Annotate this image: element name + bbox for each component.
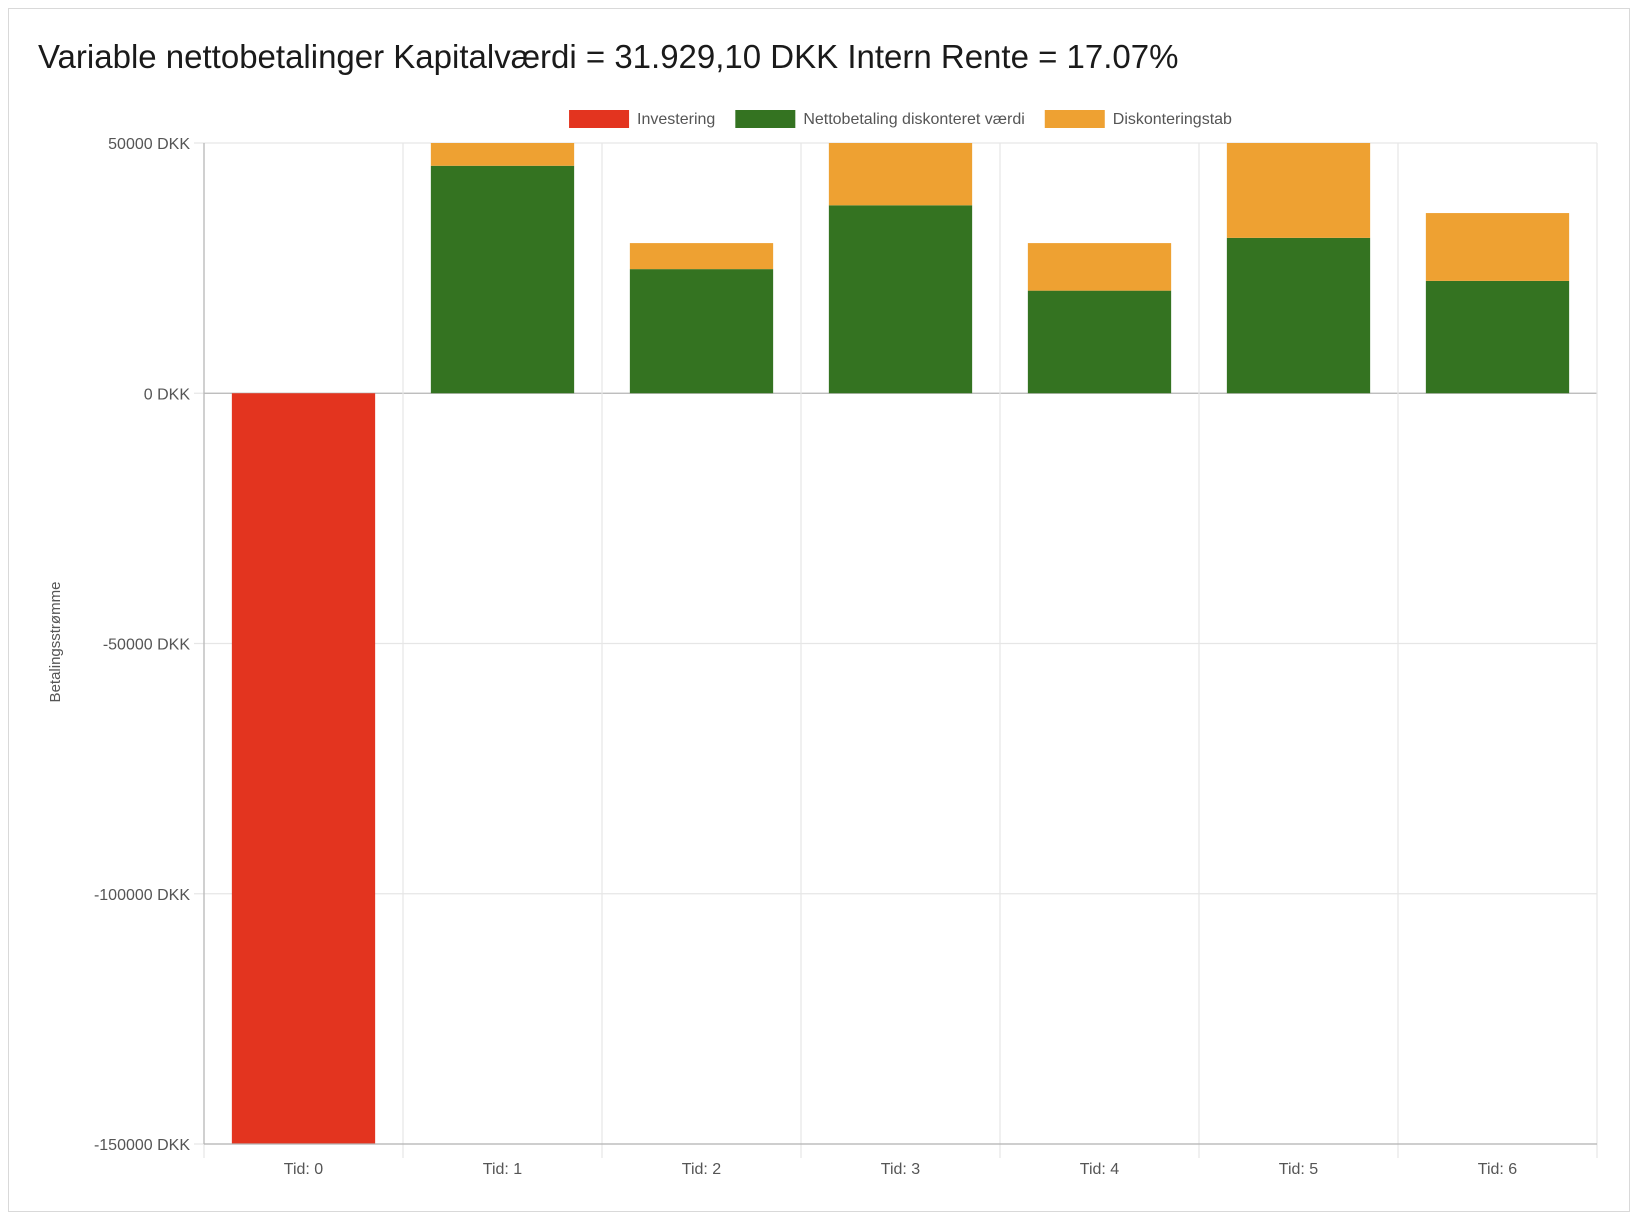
legend-label: Diskonteringstab — [1113, 111, 1232, 128]
bar-diskonteringstab-2[interactable] — [629, 243, 774, 270]
x-tick-label: Tid: 5 — [1279, 1161, 1319, 1178]
bar-nettobetaling-6[interactable] — [1425, 280, 1570, 394]
legend-swatch — [1044, 110, 1105, 128]
bar-diskonteringstab-1[interactable] — [430, 143, 575, 166]
x-tick-label: Tid: 1 — [483, 1161, 523, 1178]
y-tick-label: -100000 DKK — [94, 887, 190, 904]
y-tick-label: -150000 DKK — [94, 1137, 190, 1154]
bar-diskonteringstab-4[interactable] — [1027, 243, 1172, 291]
x-tick-label: Tid: 3 — [881, 1161, 921, 1178]
x-tick-label: Tid: 4 — [1080, 1161, 1120, 1178]
bar-nettobetaling-4[interactable] — [1027, 290, 1172, 394]
x-tick-label: Tid: 0 — [284, 1161, 324, 1178]
x-tick-label: Tid: 6 — [1478, 1161, 1518, 1178]
legend: Investering Nettobetaling diskonteret vær… — [569, 110, 1232, 128]
legend-label: Investering — [637, 111, 715, 128]
axes: 50000 DKK 0 DKK -50000 DKK -100000 DKK -1500… — [94, 136, 1597, 1178]
bars — [231, 143, 1570, 1144]
bar-investering-0[interactable] — [231, 393, 376, 1144]
bar-nettobetaling-3[interactable] — [828, 205, 973, 394]
y-tick-label: -50000 DKK — [103, 637, 190, 654]
y-tick-label: 50000 DKK — [108, 136, 190, 153]
x-tick-label: Tid: 2 — [682, 1161, 722, 1178]
legend-item-nettobetaling[interactable]: Nettobetaling diskonteret værdi — [735, 110, 1025, 128]
y-axis-label: Betalingsstrømme — [47, 582, 64, 703]
bar-nettobetaling-5[interactable] — [1226, 237, 1371, 394]
legend-item-diskonteringstab[interactable]: Diskonteringstab — [1044, 110, 1232, 128]
bar-diskonteringstab-5[interactable] — [1226, 143, 1371, 238]
legend-label: Nettobetaling diskonteret værdi — [803, 111, 1024, 128]
bar-nettobetaling-1[interactable] — [430, 165, 575, 394]
bar-diskonteringstab-6[interactable] — [1425, 213, 1570, 281]
legend-swatch — [735, 110, 796, 128]
y-tick-label: 0 DKK — [144, 386, 191, 403]
bar-diskonteringstab-3[interactable] — [828, 143, 973, 206]
bar-nettobetaling-2[interactable] — [629, 269, 774, 394]
chart-title: Variable nettobetalinger Kapitalværdi = … — [38, 38, 1179, 75]
legend-swatch — [569, 110, 630, 128]
legend-item-investering[interactable]: Investering — [569, 110, 715, 128]
